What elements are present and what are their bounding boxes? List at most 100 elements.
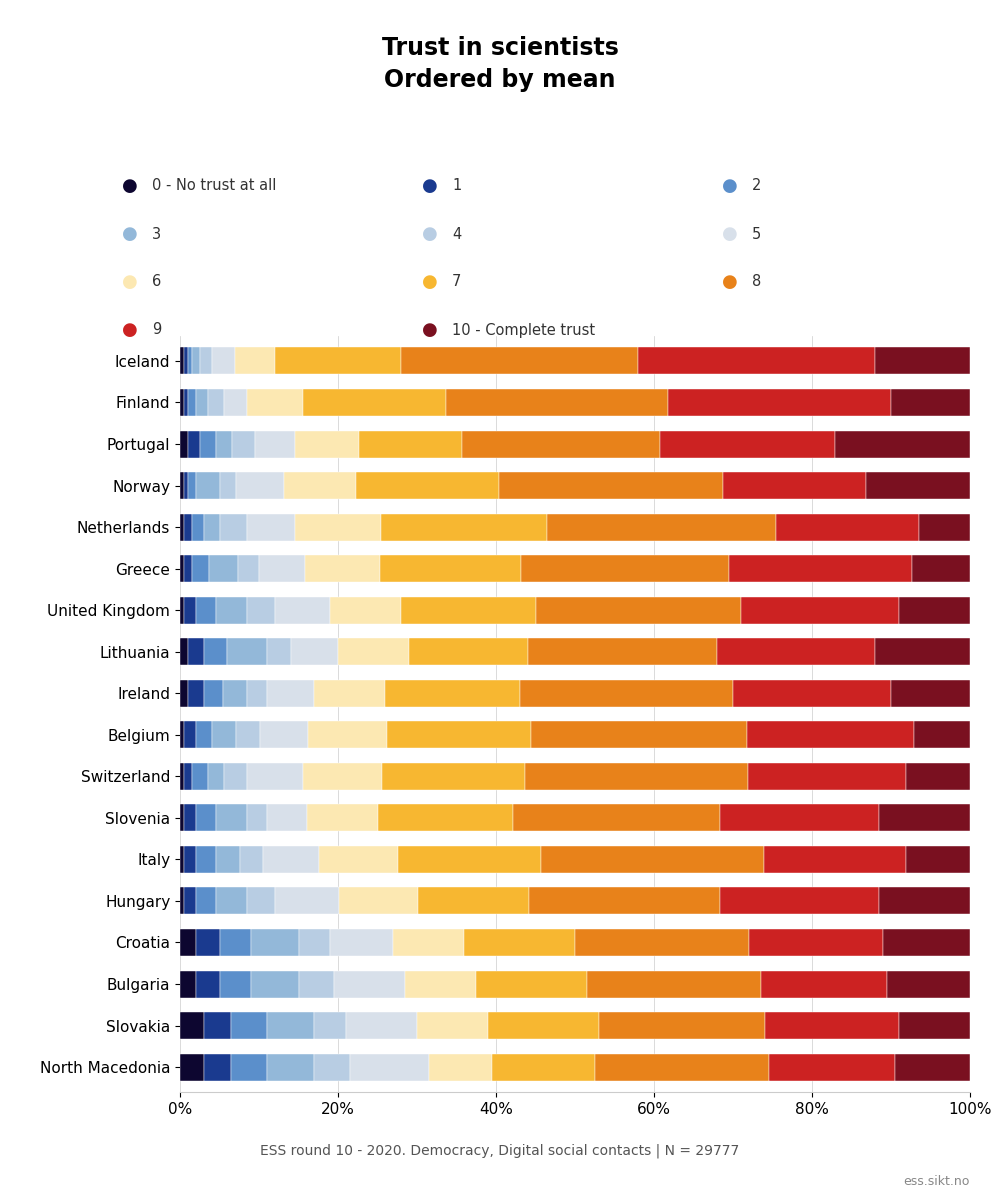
Bar	[184, 596, 196, 624]
Bar	[220, 514, 247, 540]
Bar	[879, 888, 970, 914]
Text: ESS round 10 - 2020. Democracy, Digital social contacts | N = 29777: ESS round 10 - 2020. Democracy, Digital …	[260, 1144, 740, 1158]
Bar	[196, 929, 220, 956]
Bar	[919, 514, 970, 540]
Bar	[247, 888, 275, 914]
Bar	[429, 1054, 492, 1080]
Bar	[267, 1054, 314, 1080]
Bar	[180, 804, 184, 832]
Bar	[192, 348, 200, 374]
Bar	[255, 431, 295, 457]
Bar	[462, 431, 660, 457]
Bar	[216, 596, 247, 624]
Bar	[196, 846, 216, 872]
Bar	[660, 431, 835, 457]
Bar	[180, 846, 184, 872]
Bar	[405, 971, 476, 997]
Text: 5: 5	[752, 227, 761, 241]
Bar	[204, 679, 223, 707]
Bar	[401, 596, 536, 624]
Bar	[378, 804, 513, 832]
Bar	[184, 514, 192, 540]
Bar	[334, 971, 405, 997]
Bar	[196, 596, 216, 624]
Bar	[291, 638, 338, 665]
Bar	[208, 763, 224, 790]
Text: ●: ●	[122, 226, 138, 242]
Bar	[184, 763, 192, 790]
Bar	[216, 846, 240, 872]
Bar	[284, 472, 356, 499]
Bar	[212, 348, 235, 374]
Bar	[196, 888, 216, 914]
Bar	[180, 721, 184, 749]
Bar	[184, 804, 196, 832]
Bar	[192, 514, 204, 540]
Bar	[899, 596, 970, 624]
Bar	[209, 556, 238, 582]
Bar	[899, 1012, 970, 1039]
Bar	[525, 763, 748, 790]
Bar	[385, 679, 520, 707]
Bar	[180, 638, 188, 665]
Bar	[204, 638, 227, 665]
Bar	[729, 556, 912, 582]
Bar	[381, 514, 547, 540]
Bar	[298, 929, 330, 956]
Bar	[180, 514, 184, 540]
Text: 8: 8	[752, 275, 761, 289]
Bar	[298, 971, 334, 997]
Bar	[196, 804, 216, 832]
Bar	[513, 804, 720, 832]
Text: 1: 1	[452, 179, 461, 193]
Bar	[305, 556, 380, 582]
Bar	[180, 679, 188, 707]
Bar	[776, 514, 919, 540]
Bar	[346, 1012, 417, 1039]
Text: ●: ●	[422, 272, 438, 290]
Bar	[895, 1054, 970, 1080]
Bar	[220, 929, 251, 956]
Text: ●: ●	[122, 272, 138, 290]
Bar	[180, 763, 184, 790]
Bar	[180, 556, 184, 582]
Bar	[541, 846, 764, 872]
Bar	[204, 514, 220, 540]
Bar	[260, 721, 308, 749]
Bar	[748, 763, 906, 790]
Bar	[247, 804, 267, 832]
Bar	[204, 1012, 231, 1039]
Text: 9: 9	[152, 323, 161, 337]
Bar	[887, 971, 970, 997]
Text: ess.sikt.no: ess.sikt.no	[904, 1175, 970, 1188]
Bar	[180, 431, 188, 457]
Text: 4: 4	[452, 227, 461, 241]
Bar	[891, 679, 970, 707]
Bar	[891, 389, 970, 416]
Bar	[359, 431, 462, 457]
Bar	[338, 638, 409, 665]
Bar	[319, 846, 398, 872]
Bar	[418, 888, 529, 914]
Bar	[638, 348, 875, 374]
Bar	[236, 472, 284, 499]
Bar	[409, 638, 528, 665]
Bar	[267, 638, 291, 665]
Bar	[307, 804, 378, 832]
Text: 7: 7	[452, 275, 461, 289]
Bar	[180, 929, 196, 956]
Bar	[227, 638, 267, 665]
Bar	[912, 556, 970, 582]
Bar	[251, 929, 298, 956]
Bar	[914, 721, 970, 749]
Bar	[188, 638, 204, 665]
Bar	[720, 804, 879, 832]
Bar	[765, 1012, 899, 1039]
Bar	[866, 472, 970, 499]
Bar	[216, 804, 247, 832]
Bar	[531, 721, 747, 749]
Bar	[263, 846, 319, 872]
Bar	[192, 763, 208, 790]
Text: Trust in scientists
Ordered by mean: Trust in scientists Ordered by mean	[382, 36, 618, 91]
Bar	[247, 679, 267, 707]
